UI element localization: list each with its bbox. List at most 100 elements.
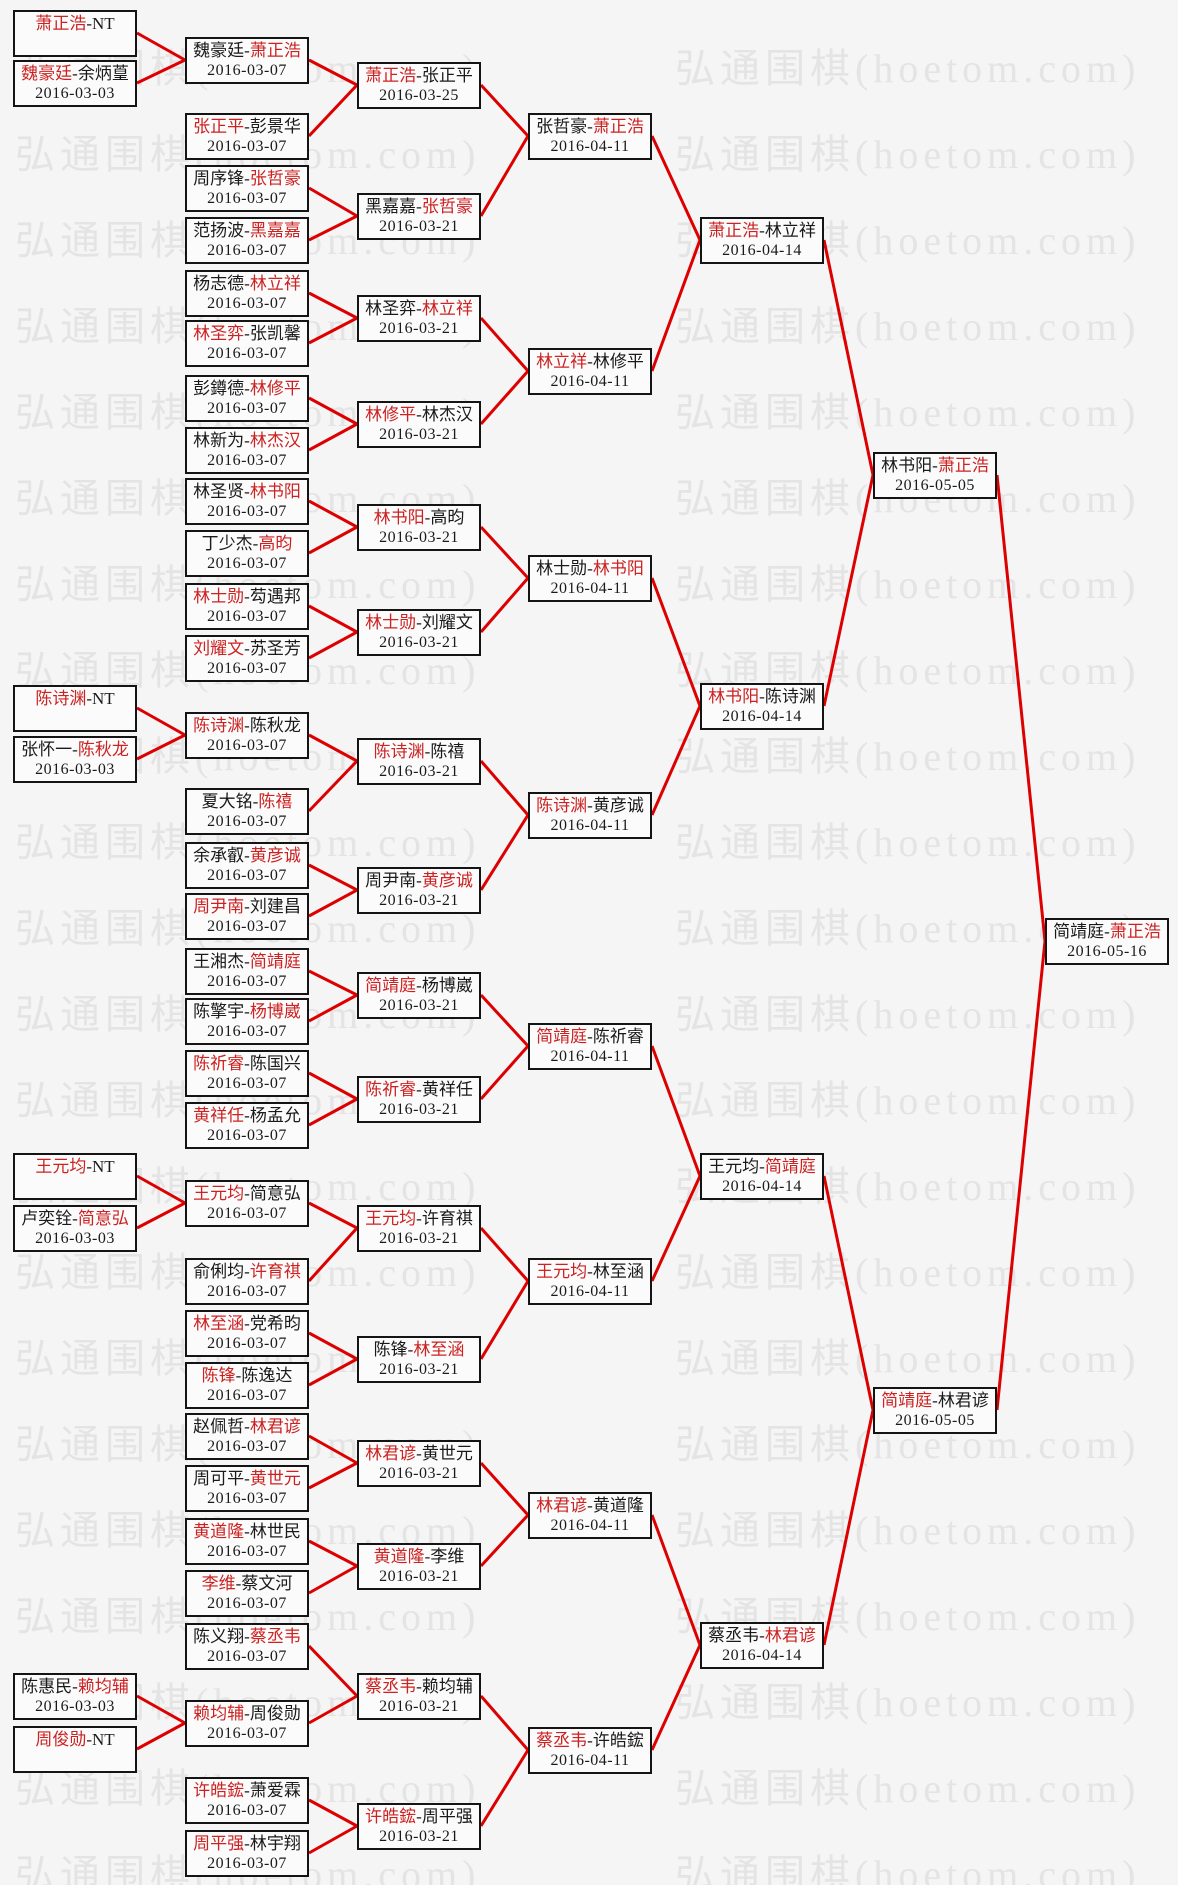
match-date: 2016-03-07: [207, 1855, 287, 1872]
vs-dash: -: [244, 639, 250, 658]
match-players: 陈诗渊-陈秋龙: [187, 715, 307, 736]
player-name: 林新为: [193, 431, 245, 450]
player-name: 萧爱霖: [249, 1781, 301, 1800]
match-players: 简靖庭-杨博崴: [359, 975, 479, 996]
winner-name: 陈祈睿: [365, 1080, 417, 1099]
match-box: 周俊勋-NT: [13, 1726, 137, 1773]
player-name: 黄道隆: [592, 1496, 644, 1515]
vs-dash: -: [244, 1184, 250, 1203]
match-players: 王元均-许育祺: [359, 1208, 479, 1229]
connector-line: [307, 83, 359, 138]
match-box: 陈祈睿-黄祥任 2016-03-21: [357, 1076, 481, 1123]
winner-name: 黄道隆: [193, 1522, 245, 1541]
match-box: 李维-蔡文河 2016-03-07: [185, 1570, 309, 1617]
match-players: 彭鐏德-林修平: [187, 378, 307, 399]
vs-dash: -: [759, 1157, 765, 1176]
connector-line: [308, 291, 358, 320]
connector-line: [822, 1175, 875, 1411]
connector-line: [479, 370, 530, 425]
match-box: 夏大铭-陈禧 2016-03-07: [185, 788, 309, 835]
match-players: 陈锋-林至涵: [359, 1339, 479, 1360]
match-box: 黄祥任-杨孟允 2016-03-07: [185, 1102, 309, 1149]
connector-line: [479, 1513, 530, 1568]
vs-dash: -: [244, 587, 250, 606]
player-name: 陈惠民: [21, 1677, 73, 1696]
winner-name: 林立祥: [249, 274, 301, 293]
match-box: 王元均-林至涵 2016-04-11: [528, 1258, 652, 1305]
match-date: 2016-03-07: [207, 1802, 287, 1819]
vs-dash: -: [759, 687, 765, 706]
match-date: 2016-03-21: [379, 1230, 459, 1247]
connector-line: [995, 940, 1047, 1411]
player-name: 周俊勋: [249, 1704, 301, 1723]
vs-dash: -: [244, 1627, 250, 1646]
connector-line: [479, 577, 530, 633]
match-box: 陈诗渊-NT: [13, 685, 137, 732]
match-box: 陈诗渊-陈禧 2016-03-21: [357, 738, 481, 785]
match-date: 2016-03-07: [207, 1023, 287, 1040]
connector-line: [308, 525, 358, 555]
match-players: 周可平-黄世元: [187, 1468, 307, 1489]
vs-dash: -: [235, 1574, 242, 1593]
match-date: 2016-03-21: [379, 1101, 459, 1118]
match-players: 林士勋-芶遇邦: [187, 586, 307, 607]
match-date: 2016-03-07: [207, 918, 287, 935]
player-name: NT: [92, 14, 115, 33]
connector-line: [136, 1201, 186, 1230]
vs-dash: -: [416, 1209, 422, 1228]
match-box: 简靖庭-杨博崴 2016-03-21: [357, 972, 481, 1019]
match-players: 萧正浩-张正平: [359, 65, 479, 86]
connector-line: [479, 1749, 530, 1827]
winner-name: 林书阳: [708, 687, 760, 706]
match-date: 2016-03-21: [379, 634, 459, 651]
match-date: 2016-03-03: [35, 761, 115, 778]
vs-dash: -: [416, 299, 422, 318]
winner-name: 周俊勋: [35, 1730, 87, 1749]
match-players: 萧正浩-林立祥: [702, 220, 822, 241]
vs-dash: -: [759, 1626, 765, 1645]
connector-line: [650, 1045, 702, 1177]
connector-line: [136, 31, 186, 62]
connector-line: [479, 83, 530, 138]
player-name: 林立祥: [764, 221, 816, 240]
connector-line: [479, 1280, 530, 1360]
match-players: 陈诗渊-黄彦诚: [530, 795, 650, 816]
match-players: 黄道隆-李维: [359, 1546, 479, 1567]
winner-name: 黄道隆: [373, 1547, 425, 1566]
winner-name: 简靖庭: [249, 952, 301, 971]
vs-dash: -: [72, 1209, 78, 1228]
connector-line: [308, 1824, 358, 1855]
match-players: 周俊勋-NT: [15, 1729, 135, 1750]
vs-dash: -: [424, 1547, 431, 1566]
vs-dash: -: [244, 379, 250, 398]
player-name: 黄彦诚: [592, 796, 644, 815]
vs-dash: -: [72, 64, 78, 83]
vs-dash: -: [416, 871, 422, 890]
winner-name: 萧正浩: [937, 456, 989, 475]
vs-dash: -: [244, 1262, 250, 1281]
winner-name: 许育祺: [249, 1262, 301, 1281]
match-date: 2016-05-05: [895, 477, 975, 494]
winner-name: 林书阳: [592, 559, 644, 578]
match-box: 萧正浩-张正平 2016-03-25: [357, 62, 481, 109]
match-players: 王元均-简靖庭: [702, 1156, 822, 1177]
connector-line: [307, 759, 359, 813]
match-date: 2016-04-14: [722, 242, 802, 259]
player-name: 林至涵: [592, 1262, 644, 1281]
match-players: 夏大铭-陈禧: [187, 791, 307, 812]
match-date: 2016-04-14: [722, 1647, 802, 1664]
player-name: 黄世元: [421, 1444, 473, 1463]
match-players: 余承叡-黄彦诚: [187, 845, 307, 866]
match-date: 2016-03-07: [207, 1595, 287, 1612]
connector-line: [308, 396, 358, 426]
winner-name: 林君谚: [536, 1496, 588, 1515]
match-date: 2016-03-03: [35, 85, 115, 102]
match-box: 林圣弈-张凯馨 2016-03-07: [185, 320, 309, 367]
vs-dash: -: [86, 14, 92, 33]
match-date: 2016-04-11: [550, 138, 630, 155]
player-name: NT: [92, 689, 115, 708]
winner-name: 黄彦诚: [249, 846, 301, 865]
match-box: 黄道隆-李维 2016-03-21: [357, 1543, 481, 1590]
match-box: 蔡丞韦-赖均辅 2016-03-21: [357, 1673, 481, 1720]
match-players: 王元均-林至涵: [530, 1261, 650, 1282]
